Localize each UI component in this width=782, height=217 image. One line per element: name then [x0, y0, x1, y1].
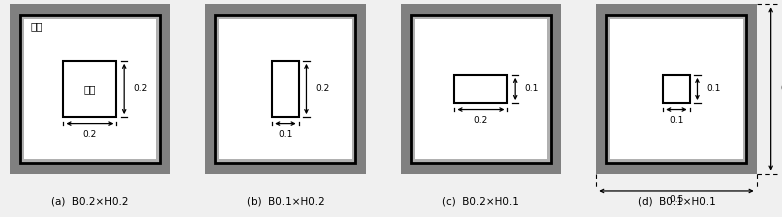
Bar	[63, 61, 117, 117]
Bar	[663, 75, 690, 103]
Bar	[611, 19, 743, 159]
Text: (b)  B0.1×H0.2: (b) B0.1×H0.2	[246, 196, 325, 206]
Bar	[220, 19, 352, 159]
Text: 0.1: 0.1	[278, 130, 292, 139]
Text: 0.2: 0.2	[316, 84, 330, 94]
Text: 0.5: 0.5	[669, 195, 683, 204]
Text: 내부: 내부	[30, 21, 42, 31]
Text: 개구: 개구	[84, 84, 96, 94]
Bar	[272, 61, 299, 117]
Text: (a)  B0.2×H0.2: (a) B0.2×H0.2	[51, 196, 129, 206]
Bar	[454, 75, 508, 103]
Bar	[10, 4, 170, 174]
Text: 0.2: 0.2	[134, 84, 148, 94]
Text: 0.1: 0.1	[525, 84, 539, 94]
Bar	[415, 19, 547, 159]
Text: (c)  B0.2×H0.1: (c) B0.2×H0.1	[443, 196, 519, 206]
Bar	[607, 15, 746, 163]
Bar	[24, 19, 156, 159]
Text: 0.5: 0.5	[780, 84, 782, 94]
Text: 0.1: 0.1	[669, 115, 683, 125]
Text: 0.2: 0.2	[474, 115, 488, 125]
Text: 0.1: 0.1	[707, 84, 721, 94]
Bar	[401, 4, 561, 174]
Bar	[597, 4, 757, 174]
Bar	[205, 4, 366, 174]
Bar	[20, 15, 160, 163]
Text: (d)  B0.1×H0.1: (d) B0.1×H0.1	[637, 196, 716, 206]
Bar	[411, 15, 551, 163]
Bar	[216, 15, 355, 163]
Text: 0.2: 0.2	[83, 130, 97, 139]
